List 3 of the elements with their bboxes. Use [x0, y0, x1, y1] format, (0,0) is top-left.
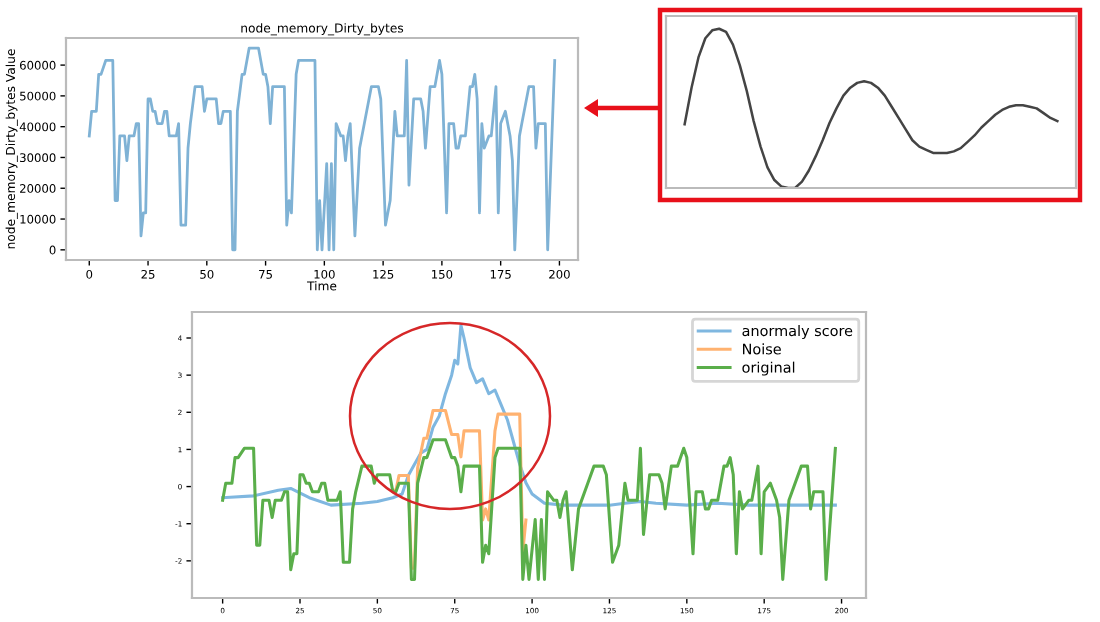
line-series — [221, 438, 837, 581]
line-series — [87, 46, 557, 252]
line-series — [391, 408, 528, 570]
